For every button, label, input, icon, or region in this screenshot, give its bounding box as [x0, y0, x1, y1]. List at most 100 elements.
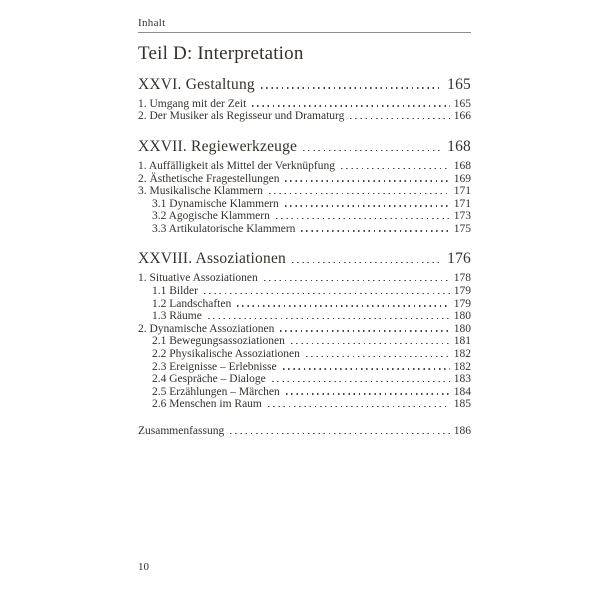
dot-leader	[305, 355, 450, 358]
toc-entry: 1. Umgang mit der Zeit 165	[138, 98, 471, 111]
toc-entry: 2.4 Gespräche – Dialoge 183	[138, 373, 471, 386]
toc-entry: 2. Der Musiker als Regisseur und Dramatu…	[138, 110, 471, 123]
toc-page-number: 171	[453, 197, 471, 210]
dot-leader	[285, 393, 450, 395]
toc-page-number: 181	[453, 335, 471, 348]
toc-entry-label: 1.3 Räume	[152, 310, 202, 323]
toc-section-title: XXVIII. Assoziationen	[138, 250, 286, 268]
dot-leader	[291, 262, 444, 264]
toc-entry: 3.3 Artikulatorische Klammern 175	[138, 223, 471, 236]
toc-page-number: 171	[453, 185, 471, 198]
toc-page-number: 173	[453, 210, 471, 223]
toc-section-title: XXVII. Regiewerkzeuge	[138, 137, 298, 155]
toc-entry-label: 3.2 Agogische Klammern	[152, 210, 270, 223]
toc-entry-label: 2.4 Gespräche – Dialoge	[152, 373, 266, 386]
toc-entry: 2.3 Ereignisse – Erlebnisse 182	[138, 361, 471, 374]
toc-page-number: 186	[453, 425, 471, 437]
dot-leader	[284, 205, 450, 207]
toc-entry: 2. Ästhetische Fragestellungen 169	[138, 173, 471, 186]
dot-leader	[271, 380, 450, 383]
header-rule	[138, 32, 471, 33]
dot-leader	[290, 343, 450, 345]
toc-entry: 1.1 Bilder 179	[138, 285, 471, 298]
folio-page-number: 10	[138, 561, 149, 573]
dot-leader	[340, 167, 450, 169]
toc-entry-label: 2. Ästhetische Fragestellungen	[138, 172, 280, 185]
toc-page-number: 165	[447, 75, 471, 93]
toc-page-number: 185	[453, 398, 471, 411]
dot-leader	[275, 217, 450, 220]
dot-leader	[207, 317, 450, 320]
toc-entry: 1. Auffälligkeit als Mittel der Verknüpf…	[138, 160, 471, 173]
toc-entry: 3. Musikalische Klammern 171	[138, 185, 471, 198]
toc-entry-label: 2.3 Ereignisse – Erlebnisse	[152, 360, 277, 373]
dot-leader	[252, 105, 450, 107]
toc-section-regiewerkzeuge: XXVII. Regiewerkzeuge 168 1. Auffälligke…	[138, 137, 471, 236]
toc-entry: 2.5 Erzählungen – Märchen 184	[138, 386, 471, 399]
dot-leader	[285, 180, 450, 182]
toc-entry-zusammenfassung: Zusammenfassung 186	[138, 425, 471, 438]
toc-entry-label: 1.2 Landschaften	[152, 297, 232, 310]
dot-leader	[260, 87, 444, 89]
toc-entry: 1.2 Landschaften 179	[138, 298, 471, 311]
toc-section-assoziationen: XXVIII. Assoziationen 176 1. Situative A…	[138, 251, 471, 411]
toc-page-number: 179	[453, 297, 471, 310]
toc-entry-label: 3.1 Dynamische Klammern	[152, 197, 279, 210]
toc-page-number: 166	[453, 110, 471, 123]
toc-page-number: 179	[453, 285, 471, 298]
dot-leader	[267, 406, 450, 408]
toc-entry-label: 2.5 Erzählungen – Märchen	[152, 385, 280, 398]
dot-leader	[230, 432, 450, 434]
toc-entry: 2.1 Bewegungsassoziationen 181	[138, 335, 471, 348]
toc-entry: 2.2 Physikalische Assoziationen 182	[138, 348, 471, 361]
toc-page-number: 182	[453, 348, 471, 361]
toc-page-number: 176	[447, 250, 471, 268]
toc-page-number: 175	[453, 222, 471, 235]
toc-page-number: 169	[453, 172, 471, 185]
dot-leader	[350, 117, 450, 120]
toc-entry: 1. Situative Assoziationen 178	[138, 272, 471, 285]
toc-section-heading: XXVII. Regiewerkzeuge 168	[138, 137, 471, 155]
toc-page-number: 183	[453, 373, 471, 386]
dot-leader	[263, 280, 450, 282]
toc-entry: 2. Dynamische Assoziationen 180	[138, 323, 471, 336]
toc-page-number: 168	[453, 159, 471, 172]
toc-page-number: 165	[453, 97, 471, 110]
dot-leader	[282, 368, 450, 370]
toc-entry-label: 3. Musikalische Klammern	[138, 185, 263, 198]
dot-leader	[204, 292, 450, 295]
running-header: Inhalt	[138, 17, 166, 29]
toc-entry-label: 2.2 Physikalische Assoziationen	[152, 348, 300, 361]
dot-leader	[268, 192, 450, 195]
toc-entry: 1.3 Räume 180	[138, 310, 471, 323]
dot-leader	[237, 305, 450, 307]
toc-page-number: 180	[453, 322, 471, 335]
toc-page-number: 180	[453, 310, 471, 323]
toc-entry-label: 2. Dynamische Assoziationen	[138, 322, 275, 335]
toc-page-number: 178	[453, 272, 471, 285]
toc-section-title: XXVI. Gestaltung	[138, 75, 255, 93]
toc-entry-label: 1.1 Bilder	[152, 285, 198, 298]
toc-section-heading: XXVI. Gestaltung 165	[138, 75, 471, 93]
toc-entry-label: 2.1 Bewegungsassoziationen	[152, 335, 285, 348]
toc-section-gestaltung: XXVI. Gestaltung 165 1. Umgang mit der Z…	[138, 75, 471, 123]
toc-section-heading: XXVIII. Assoziationen 176	[138, 251, 471, 267]
toc-entry-label: 1. Umgang mit der Zeit	[138, 97, 247, 110]
toc-content: Inhalt Teil D: Interpretation XXVI. Gest…	[138, 17, 471, 438]
toc-entry-label: Zusammenfassung	[138, 425, 225, 437]
toc-entry-label: 1. Situative Assoziationen	[138, 272, 258, 285]
toc-entry-label: 1. Auffälligkeit als Mittel der Verknüpf…	[138, 159, 335, 172]
toc-page-number: 184	[453, 385, 471, 398]
toc-entry-label: 2.6 Menschen im Raum	[152, 398, 262, 411]
toc-entry: 3.1 Dynamische Klammern 171	[138, 198, 471, 211]
dot-leader	[280, 330, 450, 332]
toc-page-number: 182	[453, 360, 471, 373]
toc-entry: 2.6 Menschen im Raum 185	[138, 398, 471, 411]
part-title: Teil D: Interpretation	[138, 43, 304, 64]
toc-entry: 3.2 Agogische Klammern 173	[138, 210, 471, 223]
dot-leader	[303, 149, 444, 151]
toc-entry-label: 2. Der Musiker als Regisseur und Dramatu…	[138, 110, 345, 123]
toc-entry-label: 3.3 Artikulatorische Klammern	[152, 222, 296, 235]
dot-leader	[301, 230, 450, 232]
